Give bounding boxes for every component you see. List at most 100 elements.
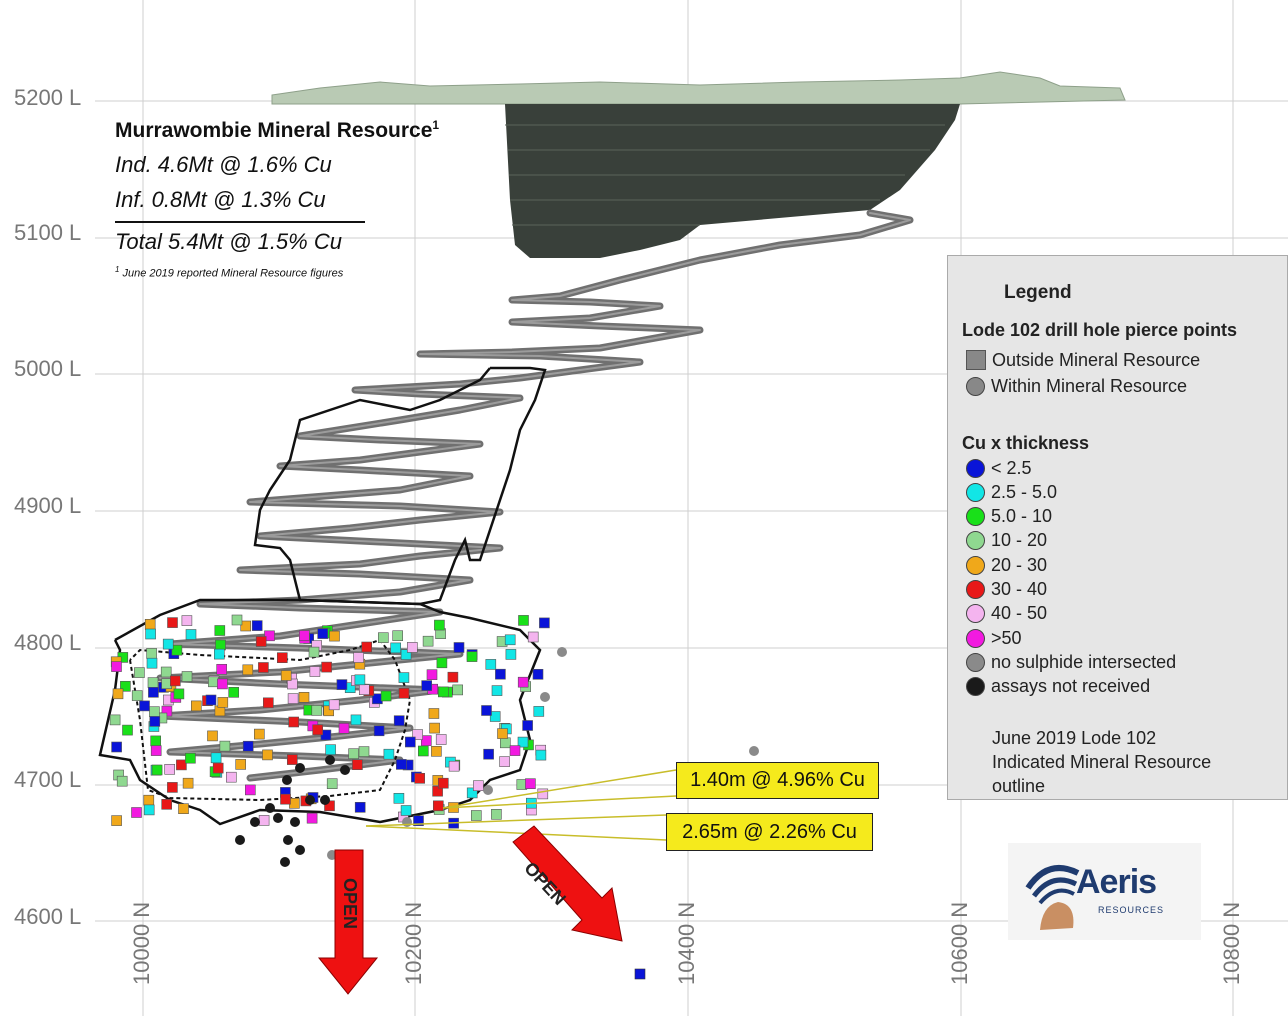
pierce-point-assays-pending [290, 817, 300, 827]
pierce-point-marker [150, 745, 162, 756]
pierce-point-marker [432, 785, 443, 797]
resource-title: Murrawombie Mineral Resource1 [115, 118, 515, 143]
pierce-point-marker [176, 759, 187, 771]
callout-upper: 1.40m @ 4.96% Cu [676, 762, 879, 799]
pierce-point-marker [145, 628, 156, 640]
level-label-4900: 4900 L [14, 493, 82, 518]
pierce-point-marker [134, 667, 145, 678]
pierce-point-marker [354, 801, 366, 813]
pierce-point-marker [191, 700, 202, 712]
pierce-point-marker [354, 674, 366, 686]
legend-class-row: < 2.5 [966, 456, 1032, 480]
pierce-point-no-sulphide [749, 746, 759, 756]
pierce-point-marker [240, 620, 251, 632]
pierce-point-marker [517, 736, 529, 748]
pierce-point-marker [358, 684, 370, 696]
pierce-point-assays-pending [250, 817, 260, 827]
pierce-point-marker [181, 671, 193, 682]
pierce-point-marker [422, 635, 434, 647]
open-arrow-down [317, 849, 379, 995]
pierce-point-marker [139, 700, 150, 712]
pierce-point-marker [537, 788, 549, 800]
pierce-point-marker [146, 657, 158, 669]
pierce-point-marker [151, 764, 163, 776]
circle-icon [966, 580, 985, 599]
pierce-point-marker [122, 724, 133, 736]
resource-summary: Murrawombie Mineral Resource1 Ind. 4.6Mt… [115, 118, 515, 280]
pierce-point-marker [298, 691, 310, 703]
pierce-point-marker [150, 735, 161, 747]
pierce-point-marker [377, 632, 389, 644]
pierce-point-marker [143, 794, 155, 806]
pierce-point-marker [414, 772, 426, 784]
northing-label-10800: 10800 N [1219, 901, 1244, 985]
callout-leaders [365, 769, 677, 841]
open-pit [271, 71, 1126, 258]
pierce-point-marker [348, 748, 359, 760]
pierce-point-marker [242, 740, 254, 752]
pierce-point-marker [499, 737, 511, 749]
pierce-point-no-sulphide [402, 817, 412, 827]
northing-label-10200: 10200 N [401, 901, 426, 985]
indicated-resource-outline [129, 638, 412, 802]
mineral-resource-outline [98, 366, 547, 826]
square-icon [966, 350, 986, 370]
pierce-point-assays-pending [280, 857, 290, 867]
pierce-point-marker [470, 810, 482, 821]
pierce-point-marker [185, 752, 196, 764]
pierce-point-marker [258, 815, 270, 826]
legend-class-label: 5.0 - 10 [991, 506, 1053, 527]
legend-class-row: 2.5 - 5.0 [966, 480, 1057, 504]
resource-total: Total 5.4Mt @ 1.5% Cu [115, 221, 365, 255]
pierce-point-marker [350, 714, 362, 726]
pierce-point-marker [533, 706, 545, 717]
pierce-point-marker [412, 729, 423, 740]
pierce-point-marker [499, 756, 510, 767]
pierce-point-marker [276, 652, 288, 664]
pierce-point-marker [242, 664, 254, 676]
pierce-point-marker [288, 716, 300, 728]
pierce-point-marker [219, 740, 231, 752]
pierce-point-marker [358, 746, 370, 757]
pierce-point-marker [539, 617, 550, 629]
pierce-point-marker [522, 720, 533, 731]
pierce-point-marker [436, 657, 448, 669]
pierce-point-marker [485, 659, 497, 670]
aeris-logo-sub: RESOURCES [1098, 905, 1165, 915]
pierce-point-marker [143, 804, 155, 816]
pierce-point-marker [205, 694, 217, 706]
pierce-point-marker [287, 693, 299, 704]
pierce-point-marker [280, 793, 291, 805]
level-label-4700: 4700 L [14, 767, 82, 792]
pierce-point-marker [147, 677, 159, 688]
pierce-point-marker [112, 688, 124, 700]
pierce-point-marker [417, 745, 429, 757]
circle-icon [966, 507, 985, 527]
pierce-point-marker [214, 625, 226, 636]
pierce-point-marker [495, 668, 506, 680]
pierce-point-marker [212, 762, 224, 774]
pierce-point-marker [146, 648, 157, 659]
pierce-point-marker [207, 730, 218, 742]
pierce-point-marker [116, 775, 128, 787]
pierce-point-marker [518, 615, 529, 626]
pierce-point-marker [164, 763, 175, 775]
legend-class-label: 30 - 40 [991, 579, 1048, 599]
circle-icon [966, 482, 985, 502]
pierce-point-marker [426, 669, 438, 681]
pierce-point-marker [216, 663, 227, 675]
decline-ramp-highlight [159, 212, 911, 779]
pierce-point-marker [289, 797, 300, 809]
pierce-point-marker [328, 699, 340, 711]
pierce-point-marker [208, 676, 219, 688]
legend-class-label: < 2.5 [991, 457, 1032, 478]
legend-class-label: 10 - 20 [991, 530, 1048, 551]
pierce-point-marker [309, 666, 321, 677]
pierce-point-marker [429, 722, 440, 734]
legend-pierce-title: Lode 102 drill hole pierce points [962, 320, 1238, 340]
pierce-point-marker [361, 641, 373, 653]
pierce-point-marker [448, 760, 460, 772]
pierce-point-marker [428, 708, 440, 719]
pierce-point-assays-pending [295, 845, 305, 855]
pierce-point-marker [535, 749, 547, 761]
